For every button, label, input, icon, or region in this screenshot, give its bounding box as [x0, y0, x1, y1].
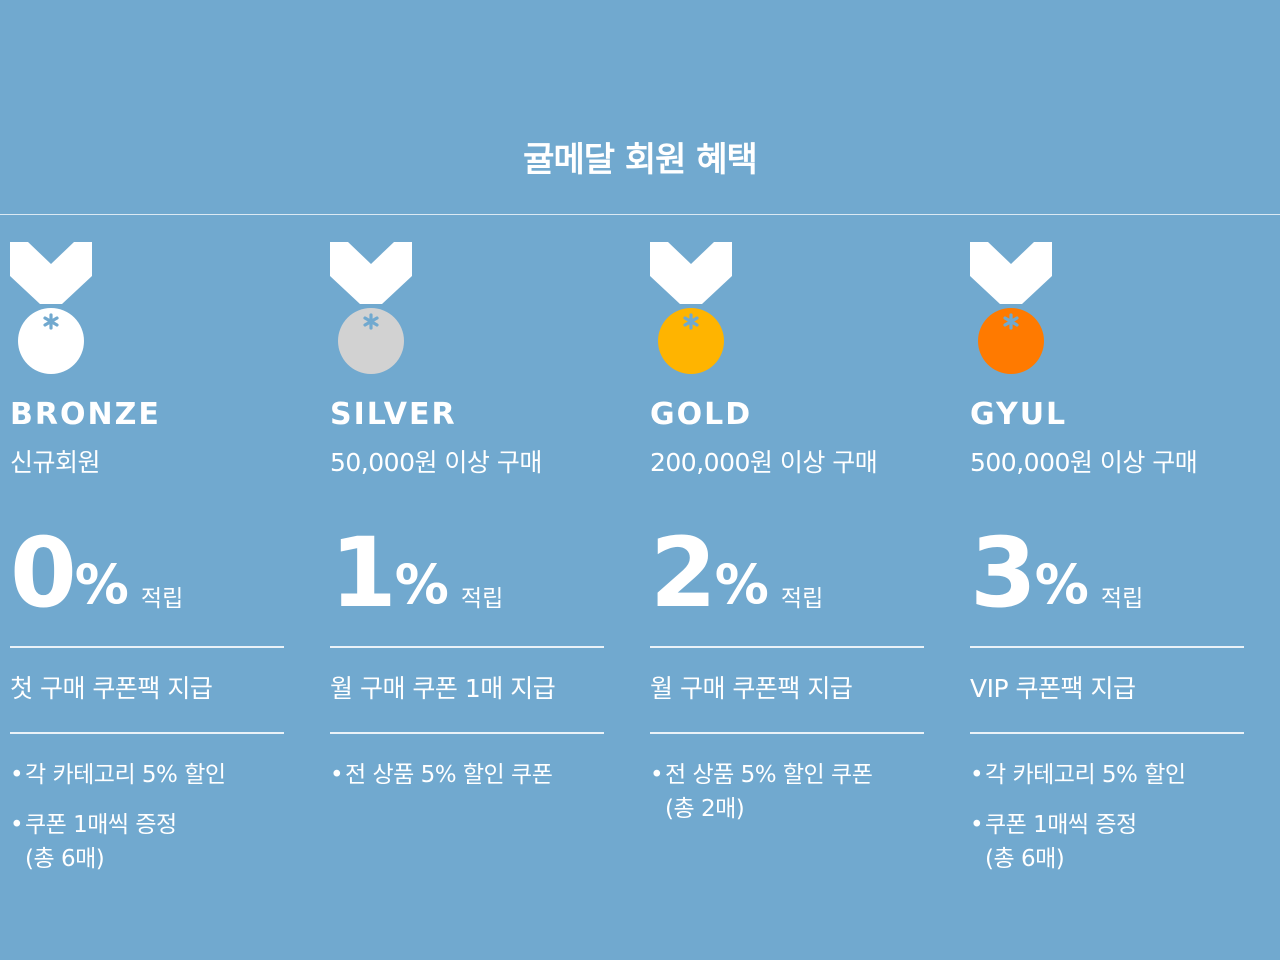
rate-label: 적립 [1100, 586, 1144, 612]
benefit-text: 쿠폰 1매씩 증정 (총 6매) [985, 812, 1137, 872]
benefit-item: • 쿠폰 1매씩 증정 (총 6매) [10, 808, 300, 876]
tier-name: GYUL [970, 397, 1068, 432]
tier-condition: 50,000원 이상 구매 [330, 448, 542, 477]
tier-divider [970, 646, 1244, 648]
benefit-text: 전 상품 5% 할인 쿠폰 [345, 762, 553, 788]
bullet-icon: • [10, 812, 24, 838]
benefit-list: • 각 카테고리 5% 할인 • 쿠폰 1매씩 증정 (총 6매) [970, 758, 1260, 892]
benefit-item: • 각 카테고리 5% 할인 [970, 758, 1260, 792]
silver-medal-icon [330, 242, 412, 374]
rate-number: 1 [330, 517, 397, 629]
benefit-item: • 각 카테고리 5% 할인 [10, 758, 300, 792]
tier-condition: 500,000원 이상 구매 [970, 448, 1198, 477]
rate-label: 적립 [780, 586, 824, 612]
tier-divider [10, 732, 284, 734]
bullet-icon: • [650, 762, 664, 788]
benefit-item: • 전 상품 5% 할인 쿠폰 (총 2매) [650, 758, 940, 826]
tier-divider [970, 732, 1244, 734]
bullet-icon: • [330, 762, 344, 788]
tier-divider [650, 646, 924, 648]
tier-name: BRONZE [10, 397, 161, 432]
rate-percent-sign: % [74, 553, 129, 616]
tier-card-silver: SILVER 50,000원 이상 구매 1% 적립 월 구매 쿠폰 1매 지급 … [330, 0, 604, 960]
tier-name: GOLD [650, 397, 753, 432]
reward-rate: 1% 적립 [330, 518, 503, 628]
coupon-benefit: 첫 구매 쿠폰팩 지급 [10, 674, 213, 703]
gyul-medal-icon [970, 242, 1052, 374]
tier-divider [330, 732, 604, 734]
rate-percent-sign: % [394, 553, 449, 616]
reward-rate: 2% 적립 [650, 518, 823, 628]
bullet-icon: • [970, 812, 984, 838]
gold-medal-icon [650, 242, 732, 374]
bullet-icon: • [970, 762, 984, 788]
tier-divider [10, 646, 284, 648]
reward-rate: 0% 적립 [10, 518, 183, 628]
rate-label: 적립 [140, 586, 184, 612]
benefit-item: • 쿠폰 1매씩 증정 (총 6매) [970, 808, 1260, 876]
benefit-list: • 각 카테고리 5% 할인 • 쿠폰 1매씩 증정 (총 6매) [10, 758, 300, 892]
tier-card-gyul: GYUL 500,000원 이상 구매 3% 적립 VIP 쿠폰팩 지급 • 각 카… [970, 0, 1244, 960]
benefit-text: 전 상품 5% 할인 쿠폰 (총 2매) [665, 762, 873, 822]
tier-card-gold: GOLD 200,000원 이상 구매 2% 적립 월 구매 쿠폰팩 지급 • 전 … [650, 0, 924, 960]
tier-condition: 신규회원 [10, 448, 101, 477]
tier-name: SILVER [330, 397, 457, 432]
coupon-benefit: 월 구매 쿠폰팩 지급 [650, 674, 853, 703]
page-title: 귤메달 회원 혜택 [523, 140, 758, 180]
rate-number: 0 [10, 517, 77, 629]
benefit-text: 각 카테고리 5% 할인 [25, 762, 226, 788]
rate-percent-sign: % [1034, 553, 1089, 616]
benefit-item: • 전 상품 5% 할인 쿠폰 [330, 758, 620, 792]
rate-number: 2 [650, 517, 717, 629]
benefit-list: • 전 상품 5% 할인 쿠폰 [330, 758, 620, 808]
rate-label: 적립 [460, 586, 504, 612]
benefit-text: 각 카테고리 5% 할인 [985, 762, 1186, 788]
title-divider [0, 214, 1280, 215]
reward-rate: 3% 적립 [970, 518, 1143, 628]
benefit-text: 쿠폰 1매씩 증정 (총 6매) [25, 812, 177, 872]
tier-divider [330, 646, 604, 648]
tier-card-bronze: BRONZE 신규회원 0% 적립 첫 구매 쿠폰팩 지급 • 각 카테고리 5% … [10, 0, 284, 960]
rate-number: 3 [970, 517, 1037, 629]
bronze-medal-icon [10, 242, 92, 374]
rate-percent-sign: % [714, 553, 769, 616]
tier-condition: 200,000원 이상 구매 [650, 448, 878, 477]
bullet-icon: • [10, 762, 24, 788]
tier-divider [650, 732, 924, 734]
coupon-benefit: VIP 쿠폰팩 지급 [970, 674, 1136, 703]
benefit-list: • 전 상품 5% 할인 쿠폰 (총 2매) [650, 758, 940, 842]
coupon-benefit: 월 구매 쿠폰 1매 지급 [330, 674, 556, 703]
